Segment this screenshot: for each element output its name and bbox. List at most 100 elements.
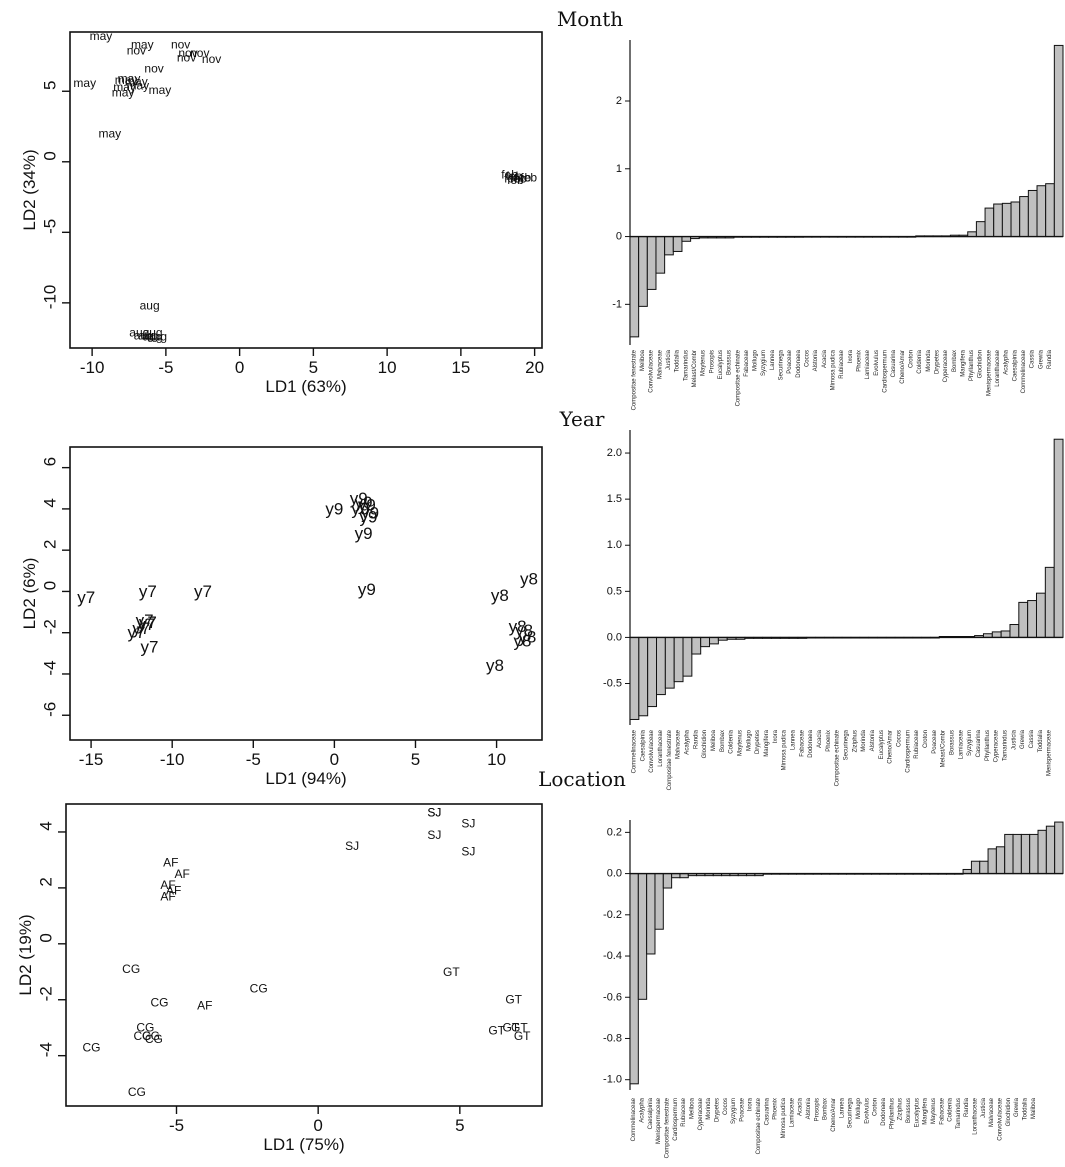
- category-label: Caesalpinia: [648, 1097, 654, 1129]
- point-label: SJ: [461, 845, 475, 859]
- point-label: nov: [171, 38, 190, 52]
- y-tick-label: 1: [616, 163, 622, 175]
- y-tick-label: -0.8: [603, 1032, 622, 1044]
- bar: [1027, 600, 1037, 638]
- category-label: Loranthaceae: [995, 349, 1001, 386]
- category-label: Menispermaceae: [656, 1097, 662, 1144]
- x-tick-label: -5: [246, 750, 261, 769]
- bar: [1045, 183, 1055, 238]
- point-label: may: [149, 83, 172, 97]
- category-label: Cardiospermum: [882, 350, 888, 393]
- point-label: GT: [505, 993, 522, 1007]
- point-label: AF: [160, 878, 175, 892]
- y-tick-label: -1.0: [603, 1074, 622, 1086]
- category-label: Alstonia: [813, 349, 819, 371]
- category-label: Eucalyptus: [718, 350, 724, 379]
- bar: [691, 636, 702, 655]
- bar: [1020, 833, 1031, 875]
- year-scatter-plot: -15 -10 -5 0 5 10 -6 -4 -2 0 2 4 6 LD1 (94%) LD2 (6%) y…: [20, 446, 543, 788]
- bar: [664, 636, 675, 689]
- point-label: nov: [178, 46, 197, 60]
- point-label: y9: [325, 499, 343, 518]
- category-label: Phoenix: [856, 350, 862, 372]
- category-label: Casuarina: [976, 729, 982, 757]
- bar: [646, 873, 656, 955]
- y-tick-label: 4: [37, 821, 56, 830]
- category-label: Poaceae: [787, 349, 793, 373]
- category-label: Syzygium: [761, 350, 767, 376]
- category-label: Mollugo: [856, 1097, 862, 1119]
- category-label: Melast/Combr: [941, 730, 947, 767]
- point-label: y9: [350, 489, 368, 508]
- bar: [629, 636, 640, 720]
- x-tick-label: 0: [313, 1116, 322, 1135]
- point-label: AF: [163, 856, 178, 870]
- category-label: Mimosa pudica: [831, 349, 837, 390]
- category-label: Convolvulaceae: [649, 729, 655, 772]
- category-label: Casuarina: [891, 349, 897, 377]
- bar: [1010, 201, 1021, 238]
- point-label: nov: [127, 43, 146, 57]
- category-label: Phyllanthus: [985, 730, 991, 761]
- category-label: Cheno/Amar: [831, 1098, 837, 1132]
- bar: [991, 631, 1002, 638]
- point-label: CG: [151, 996, 169, 1010]
- point-label: SJ: [461, 817, 475, 831]
- category-label: Cardiospermum: [673, 1098, 679, 1141]
- category-label: Loranthaceae: [973, 1097, 979, 1134]
- row-title-location: Location: [538, 767, 626, 791]
- category-label: Randia: [693, 729, 699, 749]
- point-label: feb: [520, 170, 537, 184]
- category-label: Borassus: [906, 1098, 912, 1123]
- category-label: Meliboa: [711, 729, 717, 751]
- point-label: y8: [518, 627, 536, 646]
- category-label: Maytenus: [931, 1098, 937, 1124]
- category-label: Mangifera: [764, 729, 770, 756]
- bar: [993, 203, 1003, 238]
- y-tick-label: 1.0: [607, 539, 622, 551]
- point-label: feb: [506, 169, 523, 183]
- point-label: GT: [443, 965, 460, 979]
- category-label: Grewia: [1038, 349, 1044, 369]
- bar: [995, 846, 1006, 875]
- x-tick-label: 0: [330, 750, 339, 769]
- category-label: Bombax: [720, 730, 726, 752]
- category-label: Rubiaceae: [839, 349, 845, 378]
- point-label: aug: [147, 330, 167, 344]
- bar: [700, 636, 711, 648]
- point-label: may: [90, 29, 113, 43]
- point-label: CG: [83, 1040, 101, 1054]
- category-label: Fabaceae: [799, 729, 805, 756]
- category-label: Lamiaceae: [789, 1097, 795, 1127]
- plot-frame: [65, 803, 543, 1107]
- point-label: SJ: [345, 839, 359, 853]
- y-axis-label: LD2 (6%): [20, 558, 39, 630]
- x-tick-label: 5: [411, 750, 420, 769]
- point-label: y7: [128, 623, 146, 642]
- category-label: Acacia: [822, 349, 828, 368]
- y-tick-label: 1.5: [607, 493, 622, 505]
- category-label: Toddalia: [675, 349, 681, 372]
- category-label: Commelinaceae: [631, 729, 637, 773]
- bar: [647, 636, 658, 708]
- y-tick-label: -6: [41, 702, 60, 717]
- category-label: Compositae echinate: [835, 729, 841, 786]
- category-label: Coldenia: [917, 349, 923, 373]
- bar: [1053, 44, 1064, 238]
- bar: [672, 236, 683, 252]
- y-tick-label: 0: [37, 933, 56, 942]
- y-tick-label: 0: [41, 581, 60, 590]
- category-label: Cocos: [805, 350, 811, 367]
- point-label: y8: [486, 656, 504, 675]
- bar: [638, 236, 648, 307]
- bar: [1001, 202, 1012, 238]
- point-label: nov: [177, 50, 196, 64]
- point-label: nov: [144, 62, 163, 76]
- point-label: may: [118, 72, 141, 86]
- bar: [1009, 624, 1020, 638]
- point-label: SJ: [427, 828, 441, 842]
- x-tick-label: 0: [235, 358, 244, 377]
- category-label: Dodonaea: [796, 349, 802, 377]
- category-label: Morinda: [706, 1097, 712, 1119]
